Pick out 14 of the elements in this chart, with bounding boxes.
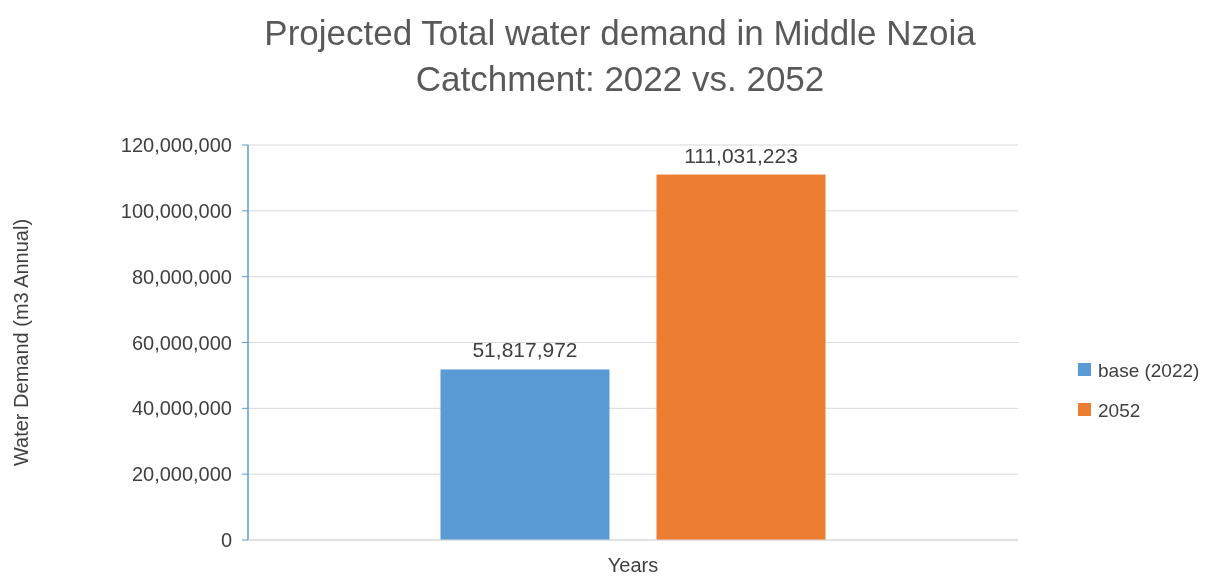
data-label: 111,031,223 — [684, 143, 798, 167]
x-tick-label: Years — [607, 554, 659, 576]
legend-label: 2052 — [1098, 399, 1141, 421]
y-tick-label: 20,000,000 — [131, 463, 232, 486]
chart-title: Projected Total water demand in Middle Nzoia Catchment: 2022 vs. 2052 — [264, 13, 977, 98]
legend-label: base (2022) — [1098, 359, 1200, 381]
y-axis-title: Water Demand (m3 Annual) — [10, 218, 32, 467]
y-tick-label: 60,000,000 — [131, 331, 232, 354]
y-tick-label: 0 — [220, 529, 232, 551]
y-tick-label: 120,000,000 — [120, 134, 232, 156]
y-tick-label: 40,000,000 — [131, 397, 232, 420]
y-tick-label: 80,000,000 — [131, 265, 232, 288]
data-label: 51,817,972 — [472, 338, 578, 362]
y-tick-label: 100,000,000 — [120, 199, 232, 222]
